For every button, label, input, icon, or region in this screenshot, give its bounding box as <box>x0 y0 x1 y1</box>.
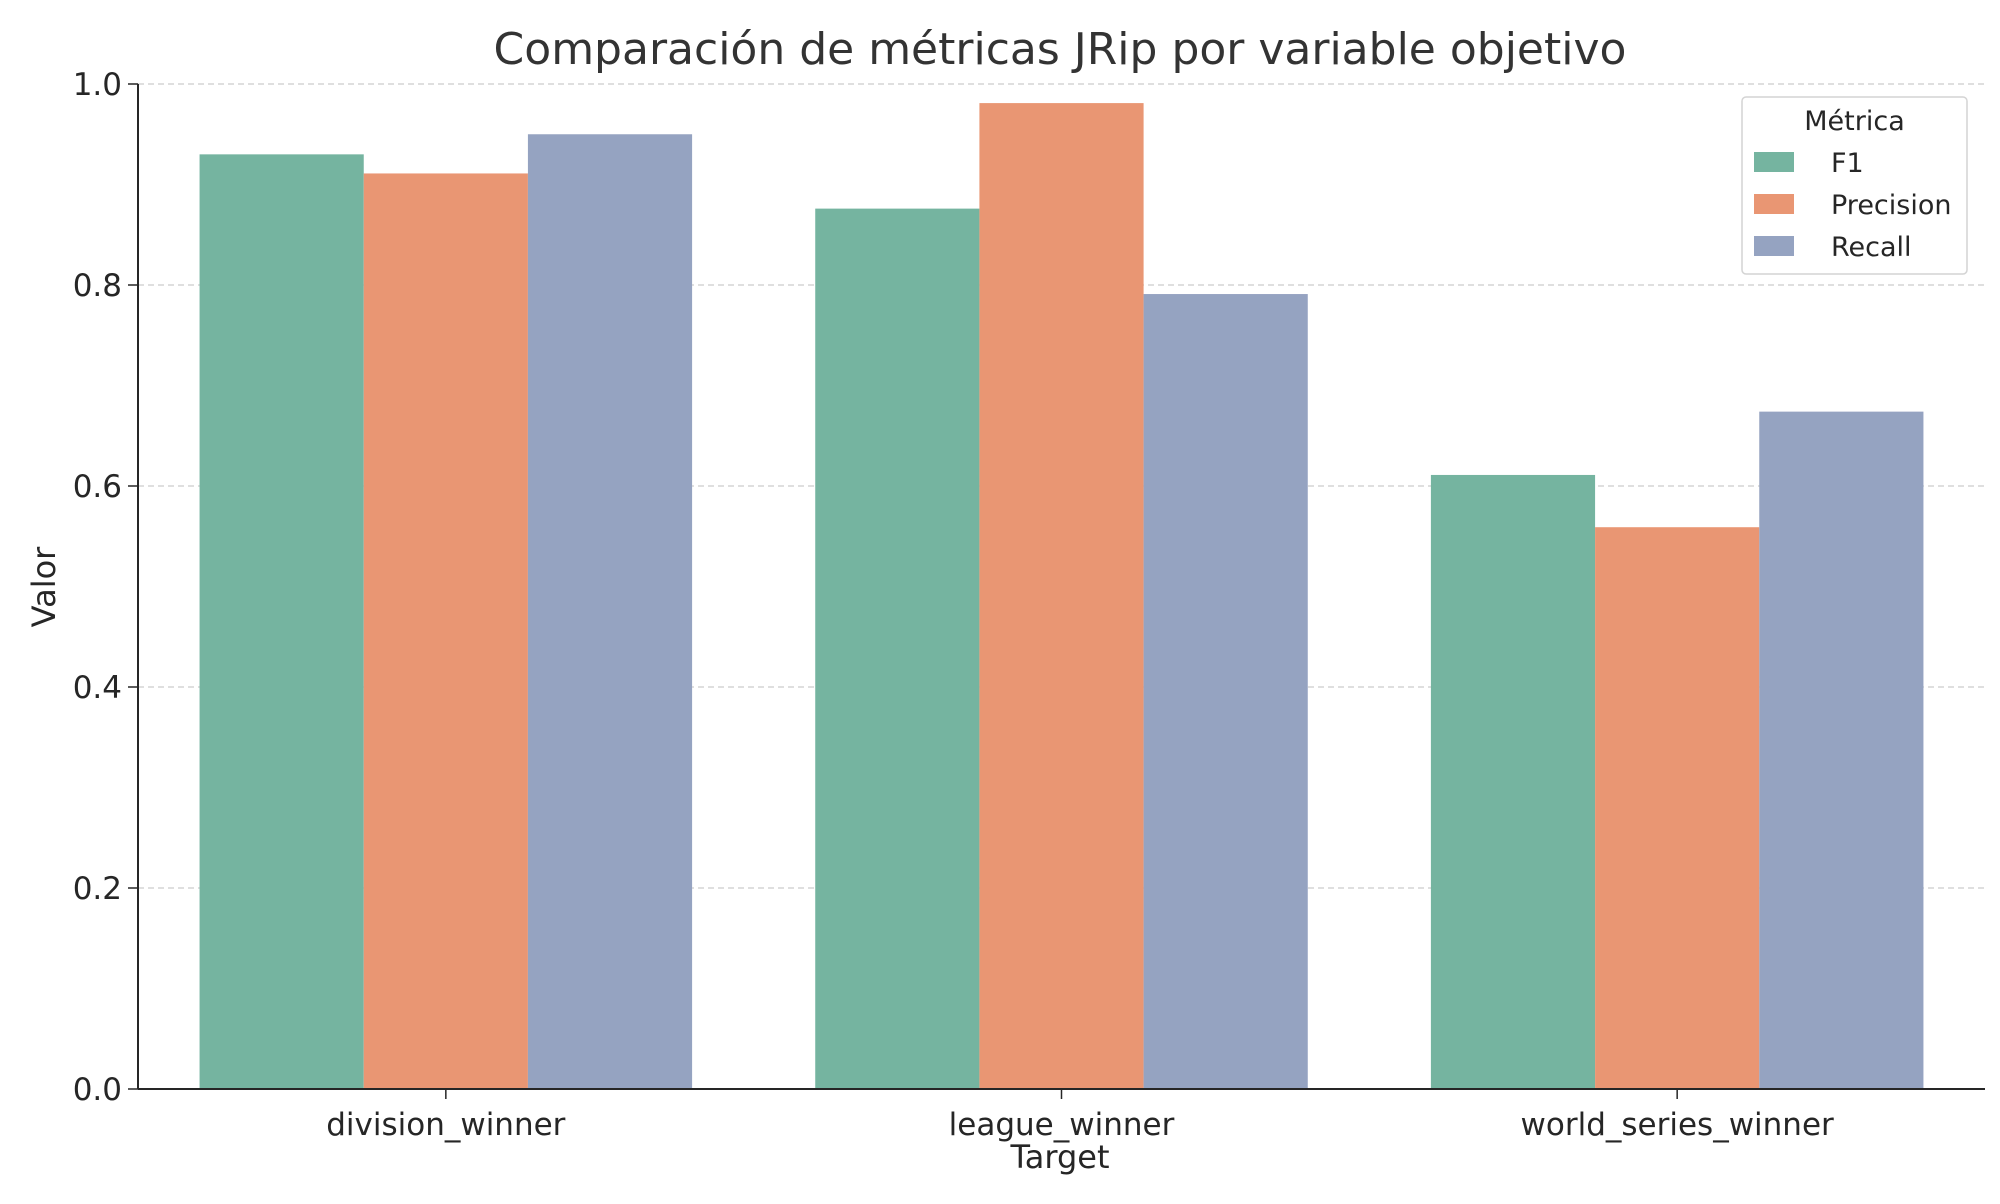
tick-labels: 0.0 0.2 0.4 0.6 0.8 1.0 division_winner league_… <box>73 67 1834 1143</box>
y-tick-label: 0.0 <box>73 1072 122 1108</box>
x-tick-label: league_winner <box>949 1107 1175 1143</box>
bars <box>199 103 1924 1090</box>
bar-precision-world_series_winner <box>1595 527 1760 1089</box>
x-tick-label: world_series_winner <box>1521 1107 1834 1143</box>
legend-title: Métrica <box>1804 106 1905 137</box>
axes <box>128 83 1985 1099</box>
y-tick-label: 0.2 <box>73 871 122 907</box>
bar-precision-division_winner <box>363 173 528 1089</box>
legend: Métrica F1 Precision Recall <box>1741 96 1968 275</box>
x-axis-label: Target <box>1010 1138 1110 1176</box>
legend-box <box>1741 96 1968 275</box>
bar-f1-world_series_winner <box>1430 474 1596 1089</box>
legend-swatch-precision <box>1754 194 1794 214</box>
x-tick-label: division_winner <box>326 1107 565 1143</box>
y-tick-label: 1.0 <box>73 67 122 103</box>
bar-recall-league_winner <box>1143 294 1308 1089</box>
bar-recall-world_series_winner <box>1759 411 1924 1089</box>
y-tick-label: 0.8 <box>73 268 122 304</box>
chart-title: Comparación de métricas JRip por variabl… <box>494 24 1627 75</box>
legend-label-recall: Recall <box>1831 232 1912 263</box>
y-axis-label: Valor <box>25 546 63 627</box>
bar-f1-league_winner <box>815 208 980 1089</box>
bar-recall-division_winner <box>527 134 693 1089</box>
bar-f1-division_winner <box>199 154 364 1090</box>
legend-swatch-recall <box>1754 236 1794 256</box>
legend-label-precision: Precision <box>1831 190 1951 221</box>
y-tick-label: 0.4 <box>73 670 122 706</box>
bar-precision-league_winner <box>979 103 1144 1090</box>
legend-label-f1: F1 <box>1831 148 1864 179</box>
legend-swatch-f1 <box>1754 152 1794 172</box>
y-tick-label: 0.6 <box>73 469 122 505</box>
